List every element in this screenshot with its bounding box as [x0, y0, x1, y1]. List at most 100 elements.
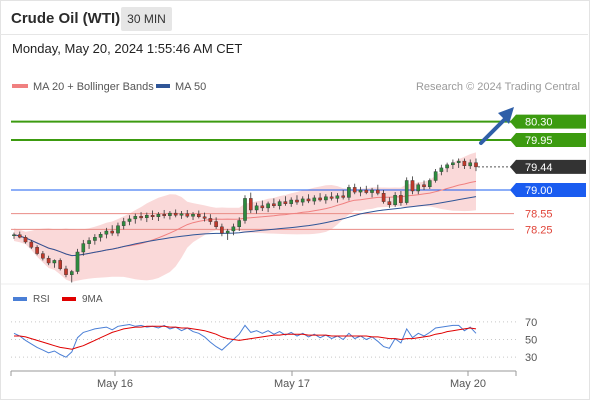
candle: [150, 210, 155, 220]
candle: [272, 198, 276, 208]
candle: [116, 222, 120, 237]
candle: [439, 164, 444, 176]
candle: [254, 202, 259, 214]
legend-label-ma50: MA 50: [175, 81, 206, 93]
candle: [168, 211, 172, 220]
x-tick-label: May 17: [274, 378, 310, 390]
candle: [144, 212, 149, 223]
candle: [23, 235, 28, 244]
rsi-9ma-line: [14, 325, 477, 350]
candle: [289, 197, 294, 207]
candle: [312, 195, 317, 205]
candle: [451, 159, 455, 169]
legend-label-ma20: MA 20 + Bollinger Bands: [33, 81, 154, 93]
candle: [404, 177, 409, 205]
candle: [208, 214, 213, 225]
candle: [64, 265, 68, 278]
candle: [329, 192, 334, 201]
level-label-78-55: 78.55: [525, 209, 553, 221]
level-label-79-00: 79.00: [525, 185, 553, 197]
candle: [202, 212, 207, 222]
legend-swatch-rsi: [13, 297, 27, 301]
level-labels-layer: 80.30 79.95 79.44 79.00 78.55 78.25: [510, 114, 586, 236]
candle: [18, 231, 22, 239]
legend-swatch-ma20: [12, 84, 28, 88]
candle: [225, 228, 230, 240]
candle: [468, 159, 473, 169]
candle: [46, 255, 51, 266]
candle: [69, 269, 74, 283]
candle: [58, 258, 62, 271]
level-label-79-95: 79.95: [525, 135, 553, 147]
legend-label-rsi: RSI: [33, 294, 50, 305]
candle: [173, 209, 178, 218]
candle: [462, 158, 467, 169]
candle: [370, 187, 374, 198]
candle: [185, 209, 190, 218]
ma50-line: [13, 196, 477, 257]
candle: [474, 158, 478, 172]
level-label-79-44: 79.44: [525, 162, 553, 174]
candle: [352, 183, 357, 195]
rsi-tick-label-50: 50: [525, 335, 537, 347]
candle: [422, 180, 426, 190]
level-label-80-30: 80.30: [525, 117, 553, 129]
candle: [196, 210, 201, 219]
rsi-pane: 70 50 30: [11, 317, 537, 364]
timeframe-badge[interactable]: 30 MIN: [121, 7, 172, 31]
candle: [358, 186, 363, 197]
candle: [12, 232, 16, 239]
candle: [156, 212, 161, 222]
legend-swatch-9ma: [62, 297, 76, 301]
candle: [376, 184, 380, 196]
candle: [416, 182, 421, 195]
candle: [214, 217, 218, 229]
legend-label-9ma: 9MA: [82, 294, 103, 305]
rsi-tick-label-30: 30: [525, 352, 537, 364]
candle: [87, 237, 91, 249]
candle: [243, 195, 247, 224]
candle: [81, 239, 86, 256]
candle: [220, 223, 224, 237]
candle: [428, 178, 432, 189]
candle: [318, 193, 322, 202]
candle: [445, 162, 449, 173]
candle: [75, 248, 80, 275]
candle: [266, 201, 270, 213]
candle: [35, 245, 39, 256]
candle: [248, 192, 253, 214]
candle: [387, 197, 392, 208]
datetime-label: Monday, May 20, 2024 1:55:46 AM CET: [12, 41, 243, 56]
candle: [121, 217, 126, 230]
rsi-tick-label-70: 70: [525, 317, 537, 329]
candle: [104, 227, 109, 239]
candle: [300, 196, 305, 206]
credit-text: Research © 2024 Trading Central: [416, 81, 580, 93]
candle: [93, 234, 97, 245]
candle: [433, 168, 438, 183]
candle: [347, 184, 351, 201]
instrument-title: Crude Oil (WTI): [11, 10, 121, 27]
candle: [456, 158, 461, 168]
candle: [364, 185, 369, 195]
candle: [162, 209, 167, 219]
candle: [110, 225, 114, 236]
candle: [231, 223, 236, 236]
candle: [335, 193, 340, 203]
level-tag-79-44: [510, 159, 586, 174]
candle: [381, 190, 386, 204]
candle: [306, 194, 311, 204]
candle: [260, 200, 265, 212]
candle: [139, 212, 143, 221]
candle: [52, 259, 57, 268]
x-tick-label: May 16: [97, 378, 133, 390]
header-divider: [0, 34, 588, 35]
candle: [127, 215, 132, 226]
target-arrow-icon: [479, 107, 514, 145]
level-tag-80-30: [510, 114, 586, 129]
candle: [393, 192, 397, 207]
level-tag-79-95: [510, 133, 586, 148]
candle: [98, 232, 103, 242]
candle: [41, 250, 45, 261]
